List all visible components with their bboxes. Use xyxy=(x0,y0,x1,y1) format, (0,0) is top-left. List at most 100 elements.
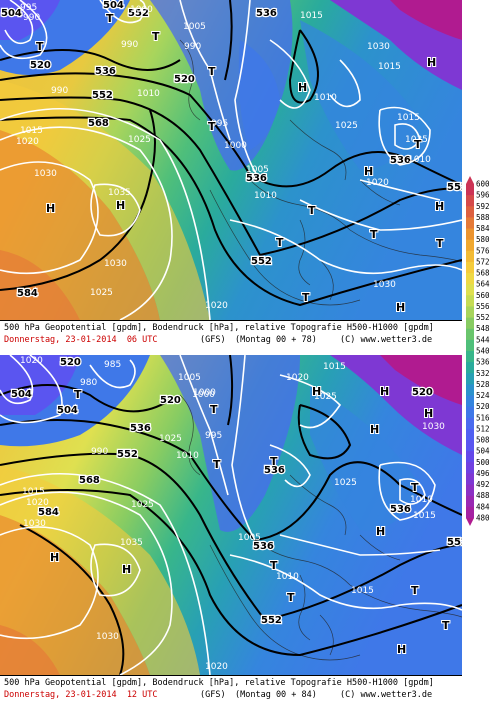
geo-label: 552 xyxy=(128,8,149,19)
pressure-label: 1020 xyxy=(20,356,43,366)
geopotential-color-legend: 600 596 592 588 584 580 576 572 568 564 560 556 552 5… xyxy=(462,176,497,526)
caption-copyright: (C) www.wetter3.de xyxy=(340,690,433,700)
legend-swatch xyxy=(466,462,474,474)
legend-swatch xyxy=(466,384,474,397)
geo-label: 552 xyxy=(261,615,282,626)
legend-swatch xyxy=(466,362,474,374)
geo-label: 568 xyxy=(88,118,109,129)
pressure-label: 1000 xyxy=(224,141,247,151)
pressure-label: 990 xyxy=(23,13,40,23)
pressure-label: 1025 xyxy=(314,392,337,402)
legend-tick-label: 480 xyxy=(476,514,490,523)
high-pressure-marker: H xyxy=(298,81,307,94)
pressure-label: 995 xyxy=(20,3,37,13)
high-pressure-marker: H xyxy=(312,385,321,398)
legend-swatch xyxy=(466,195,474,207)
low-pressure-marker: T xyxy=(436,237,444,250)
high-pressure-marker: H xyxy=(396,301,405,314)
geo-label: 536 xyxy=(390,155,411,166)
weather-map-bottom: 504 520 536 552 568 584 520 536 552 536 … xyxy=(0,355,462,675)
legend-tick-label: 556 xyxy=(476,302,490,311)
pressure-label: 1025 xyxy=(159,434,182,444)
legend-tick-label: 572 xyxy=(476,257,490,266)
low-pressure-marker: T xyxy=(442,619,450,632)
legend-swatch xyxy=(466,295,474,307)
pressure-label: 1010 xyxy=(314,93,337,103)
legend-tick-label: 568 xyxy=(476,269,490,278)
high-pressure-marker: H xyxy=(370,423,379,436)
pressure-label: 1030 xyxy=(104,259,127,269)
weather-map-top: 504 520 536 552 568 584 536 552 520 536 … xyxy=(0,0,462,320)
legend-tick-label: 540 xyxy=(476,347,490,356)
legend-swatch xyxy=(466,328,474,341)
color-legend-scale: 600 596 592 588 584 580 576 572 568 564 560 556 552 5… xyxy=(466,176,490,526)
legend-tick-label: 508 xyxy=(476,436,490,445)
geo-label: 584 xyxy=(17,288,38,299)
caption-copyright: (C) www.wetter3.de xyxy=(340,335,433,345)
high-pressure-marker: H xyxy=(116,199,125,212)
low-pressure-marker: T xyxy=(36,40,44,53)
legend-tick-label: 564 xyxy=(476,280,490,289)
legend-tick-label: 520 xyxy=(476,402,490,411)
legend-swatch xyxy=(466,261,474,274)
map-caption-top: 500 hPa Geopotential [gpdm], Bodendruck … xyxy=(0,320,462,350)
geo-label: 536 xyxy=(130,423,151,434)
map-canvas-top: 504 520 536 552 568 584 536 552 520 536 … xyxy=(0,0,462,320)
legend-tick-label: 524 xyxy=(476,391,490,400)
legend-swatch xyxy=(466,284,474,296)
legend-swatch xyxy=(466,250,474,263)
low-pressure-marker: T xyxy=(411,481,419,494)
legend-tick-label: 528 xyxy=(476,380,490,389)
high-pressure-marker: H xyxy=(122,563,131,576)
pressure-label: 1010 xyxy=(408,155,431,165)
low-pressure-marker: T xyxy=(152,30,160,43)
high-pressure-marker: H xyxy=(397,643,406,656)
pressure-label: 1010 xyxy=(137,89,160,99)
geo-label: 536 xyxy=(246,173,267,184)
low-pressure-marker: T xyxy=(213,458,221,471)
pressure-label: 1015 xyxy=(300,11,323,21)
map-canvas-bottom: 504 520 536 552 568 584 520 536 552 536 … xyxy=(0,355,462,675)
pressure-label: 1015 xyxy=(20,126,43,136)
low-pressure-marker: T xyxy=(270,559,278,572)
geo-label: 584 xyxy=(38,507,59,518)
legend-swatch xyxy=(466,417,474,430)
pressure-label: 1035 xyxy=(120,538,143,548)
pressure-label: 1030 xyxy=(34,169,57,179)
map-caption-bottom: 500 hPa Geopotential [gpdm], Bodendruck … xyxy=(0,675,462,705)
pressure-label: 1005 xyxy=(246,165,269,175)
legend-tick-label: 484 xyxy=(476,502,490,511)
legend-swatch xyxy=(466,406,474,419)
legend-swatch xyxy=(466,451,474,463)
pressure-label: 1010 xyxy=(410,495,433,505)
low-pressure-marker: T xyxy=(308,204,316,217)
high-pressure-marker: H xyxy=(46,202,55,215)
legend-tick-label: 492 xyxy=(476,480,490,489)
pressure-label: 1025 xyxy=(335,121,358,131)
caption-run: (Montag 00 + 84) xyxy=(235,690,317,700)
low-pressure-marker: T xyxy=(287,591,295,604)
legend-tick-label: 532 xyxy=(476,369,490,378)
legend-swatch xyxy=(466,473,474,486)
legend-swatch xyxy=(466,440,474,452)
legend-tick-label: 576 xyxy=(476,246,490,255)
pressure-label: 1020 xyxy=(366,178,389,188)
pressure-label: 990 xyxy=(91,447,108,457)
pressure-label: 1005 xyxy=(238,533,261,543)
caption-valid-date: Donnerstag, 23-01-2014 06 UTC xyxy=(4,335,158,345)
pressure-label: 990 xyxy=(51,86,68,96)
legend-swatch xyxy=(466,184,474,196)
pressure-label: 1025 xyxy=(128,135,151,145)
geo-label: 520 xyxy=(412,387,433,398)
legend-swatch xyxy=(466,306,474,319)
pressure-label: 1030 xyxy=(23,519,46,529)
legend-tick-label: 600 xyxy=(476,180,490,189)
low-pressure-marker: T xyxy=(411,584,419,597)
pressure-label: 995 xyxy=(211,119,228,129)
legend-tick-label: 548 xyxy=(476,324,490,333)
pressure-label: 1010 xyxy=(254,191,277,201)
geo-label: 536 xyxy=(256,8,277,19)
low-pressure-marker: T xyxy=(74,388,82,401)
legend-tick-label: 596 xyxy=(476,191,490,200)
geo-label: 552 xyxy=(92,90,113,101)
